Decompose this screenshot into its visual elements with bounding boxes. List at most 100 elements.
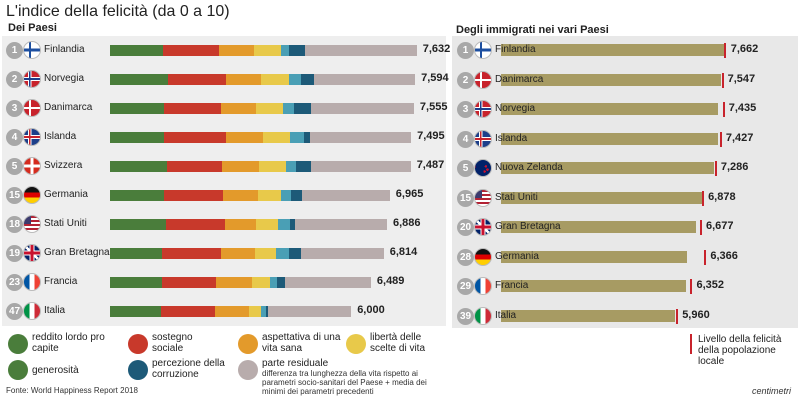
flag-icon-no bbox=[23, 70, 41, 88]
country-label: Gran Bretagna bbox=[44, 247, 110, 258]
bar-segment-reddito bbox=[110, 219, 167, 230]
rank-badge: 5 bbox=[457, 160, 474, 177]
value-label: 7,555 bbox=[419, 101, 448, 113]
bar-segment-liberta bbox=[255, 248, 277, 259]
calculator-icon bbox=[238, 360, 258, 380]
value-label: 5,960 bbox=[682, 308, 710, 321]
rank-badge: 23 bbox=[6, 274, 23, 291]
bar-segment-generosita bbox=[288, 74, 301, 85]
immigrant-bar bbox=[501, 162, 714, 174]
bar-segment-residuale bbox=[304, 45, 417, 56]
legend-marker: Livello della felicità della popolazione… bbox=[698, 334, 782, 367]
source-note: Fonte: World Happiness Report 2018 bbox=[6, 386, 138, 395]
immigrant-bar bbox=[501, 280, 687, 292]
bar-segment-reddito bbox=[110, 103, 165, 114]
flag-icon-fi bbox=[474, 41, 492, 59]
bar-segment-liberta bbox=[261, 74, 289, 85]
bar-segment-aspettativa bbox=[226, 132, 263, 143]
bar-segment-generosita bbox=[282, 103, 295, 114]
bar-segment-generosita bbox=[276, 248, 290, 259]
rank-badge: 1 bbox=[6, 42, 23, 59]
bar-segment-generosita bbox=[290, 132, 305, 143]
rank-badge: 39 bbox=[457, 307, 474, 325]
bar-segment-liberta bbox=[262, 132, 291, 143]
bar-segment-residuale bbox=[310, 103, 414, 114]
country-label: Danimarca bbox=[44, 102, 93, 113]
bar-segment-generosita bbox=[261, 306, 267, 317]
flag-icon-de bbox=[474, 247, 492, 266]
value-label: 6,000 bbox=[357, 304, 385, 316]
bar-segment-sostegno bbox=[161, 277, 217, 288]
local-marker bbox=[719, 131, 722, 147]
legend-residuale-note: differenza tra lunghezza della vita risp… bbox=[262, 369, 427, 396]
flag-icon-us bbox=[474, 188, 492, 207]
flag-icon-fr bbox=[474, 277, 492, 295]
immigrant-bar bbox=[501, 73, 722, 86]
bar-segment-generosita bbox=[285, 161, 297, 172]
bar-segment-percezione bbox=[290, 219, 296, 230]
country-label: Finlandia bbox=[44, 44, 85, 55]
bar-segment-liberta bbox=[251, 277, 270, 288]
bar-segment-aspettativa bbox=[218, 45, 254, 56]
bar-segment-sostegno bbox=[160, 306, 216, 317]
immigrant-bar bbox=[501, 132, 718, 145]
country-label: Germania bbox=[44, 189, 88, 200]
country-label: Norvegia bbox=[44, 73, 85, 84]
country-label: Italia bbox=[495, 309, 517, 321]
value-label: 6,886 bbox=[392, 217, 421, 229]
bar-segment-liberta bbox=[256, 103, 283, 114]
country-label: Islanda bbox=[44, 131, 77, 142]
country-label: Francia bbox=[495, 280, 529, 291]
value-label: 6,677 bbox=[705, 220, 734, 232]
value-label: 7,286 bbox=[720, 161, 749, 173]
chart-title: L'indice della felicità (da 0 a 10) bbox=[6, 3, 230, 20]
money-icon bbox=[8, 334, 28, 354]
flag-icon-is bbox=[23, 128, 41, 146]
bar-segment-reddito bbox=[110, 74, 169, 85]
local-marker bbox=[714, 161, 717, 176]
rank-badge: 15 bbox=[457, 189, 474, 207]
immigrant-bar bbox=[501, 103, 719, 115]
value-label: 7,632 bbox=[422, 43, 451, 55]
bar-segment-percezione bbox=[296, 161, 311, 172]
bar-segment-percezione bbox=[290, 190, 302, 201]
country-label: Stati Uniti bbox=[495, 191, 538, 203]
legend-aspettativa: aspettativa di una vita sana bbox=[262, 332, 341, 354]
gift-icon bbox=[8, 360, 28, 380]
bar-segment-reddito bbox=[110, 132, 164, 143]
bar-segment-residuale bbox=[301, 248, 384, 259]
bar-segment-residuale bbox=[314, 74, 416, 85]
local-marker bbox=[723, 43, 726, 58]
flag-icon-nz bbox=[474, 159, 492, 177]
bar-segment-residuale bbox=[267, 306, 352, 317]
rank-badge: 3 bbox=[457, 101, 474, 118]
legend-generosita: generosità bbox=[32, 365, 79, 376]
bar-segment-sostegno bbox=[163, 190, 223, 201]
bar-segment-percezione bbox=[289, 45, 305, 56]
bar-segment-liberta bbox=[256, 219, 279, 230]
legend-liberta: libertà delle scelte di vita bbox=[370, 332, 426, 354]
flag-icon-gb bbox=[474, 218, 492, 236]
local-marker bbox=[699, 220, 702, 235]
country-label: Germania bbox=[495, 250, 539, 262]
value-label: 7,547 bbox=[727, 72, 756, 85]
flag-icon-it bbox=[23, 302, 41, 320]
immigrant-bar bbox=[501, 309, 676, 322]
value-label: 7,487 bbox=[416, 159, 445, 171]
value-label: 7,662 bbox=[730, 43, 759, 55]
rank-badge: 2 bbox=[457, 71, 474, 89]
value-label: 7,427 bbox=[725, 131, 754, 144]
immigrant-bar bbox=[501, 221, 696, 233]
flag-icon-gb bbox=[23, 244, 41, 262]
bar-segment-aspettativa bbox=[216, 277, 252, 288]
value-label: 6,352 bbox=[696, 279, 724, 291]
country-label: Islanda bbox=[495, 132, 528, 144]
bar-segment-aspettativa bbox=[221, 103, 257, 114]
legend-reddito: reddito lordo pro capite bbox=[32, 332, 105, 354]
bar-segment-reddito bbox=[110, 190, 164, 201]
rank-badge: 15 bbox=[6, 187, 23, 204]
bar-segment-percezione bbox=[300, 74, 315, 85]
bar-segment-generosita bbox=[269, 277, 277, 288]
flag-icon-is bbox=[474, 129, 492, 148]
bar-segment-reddito bbox=[110, 306, 161, 317]
